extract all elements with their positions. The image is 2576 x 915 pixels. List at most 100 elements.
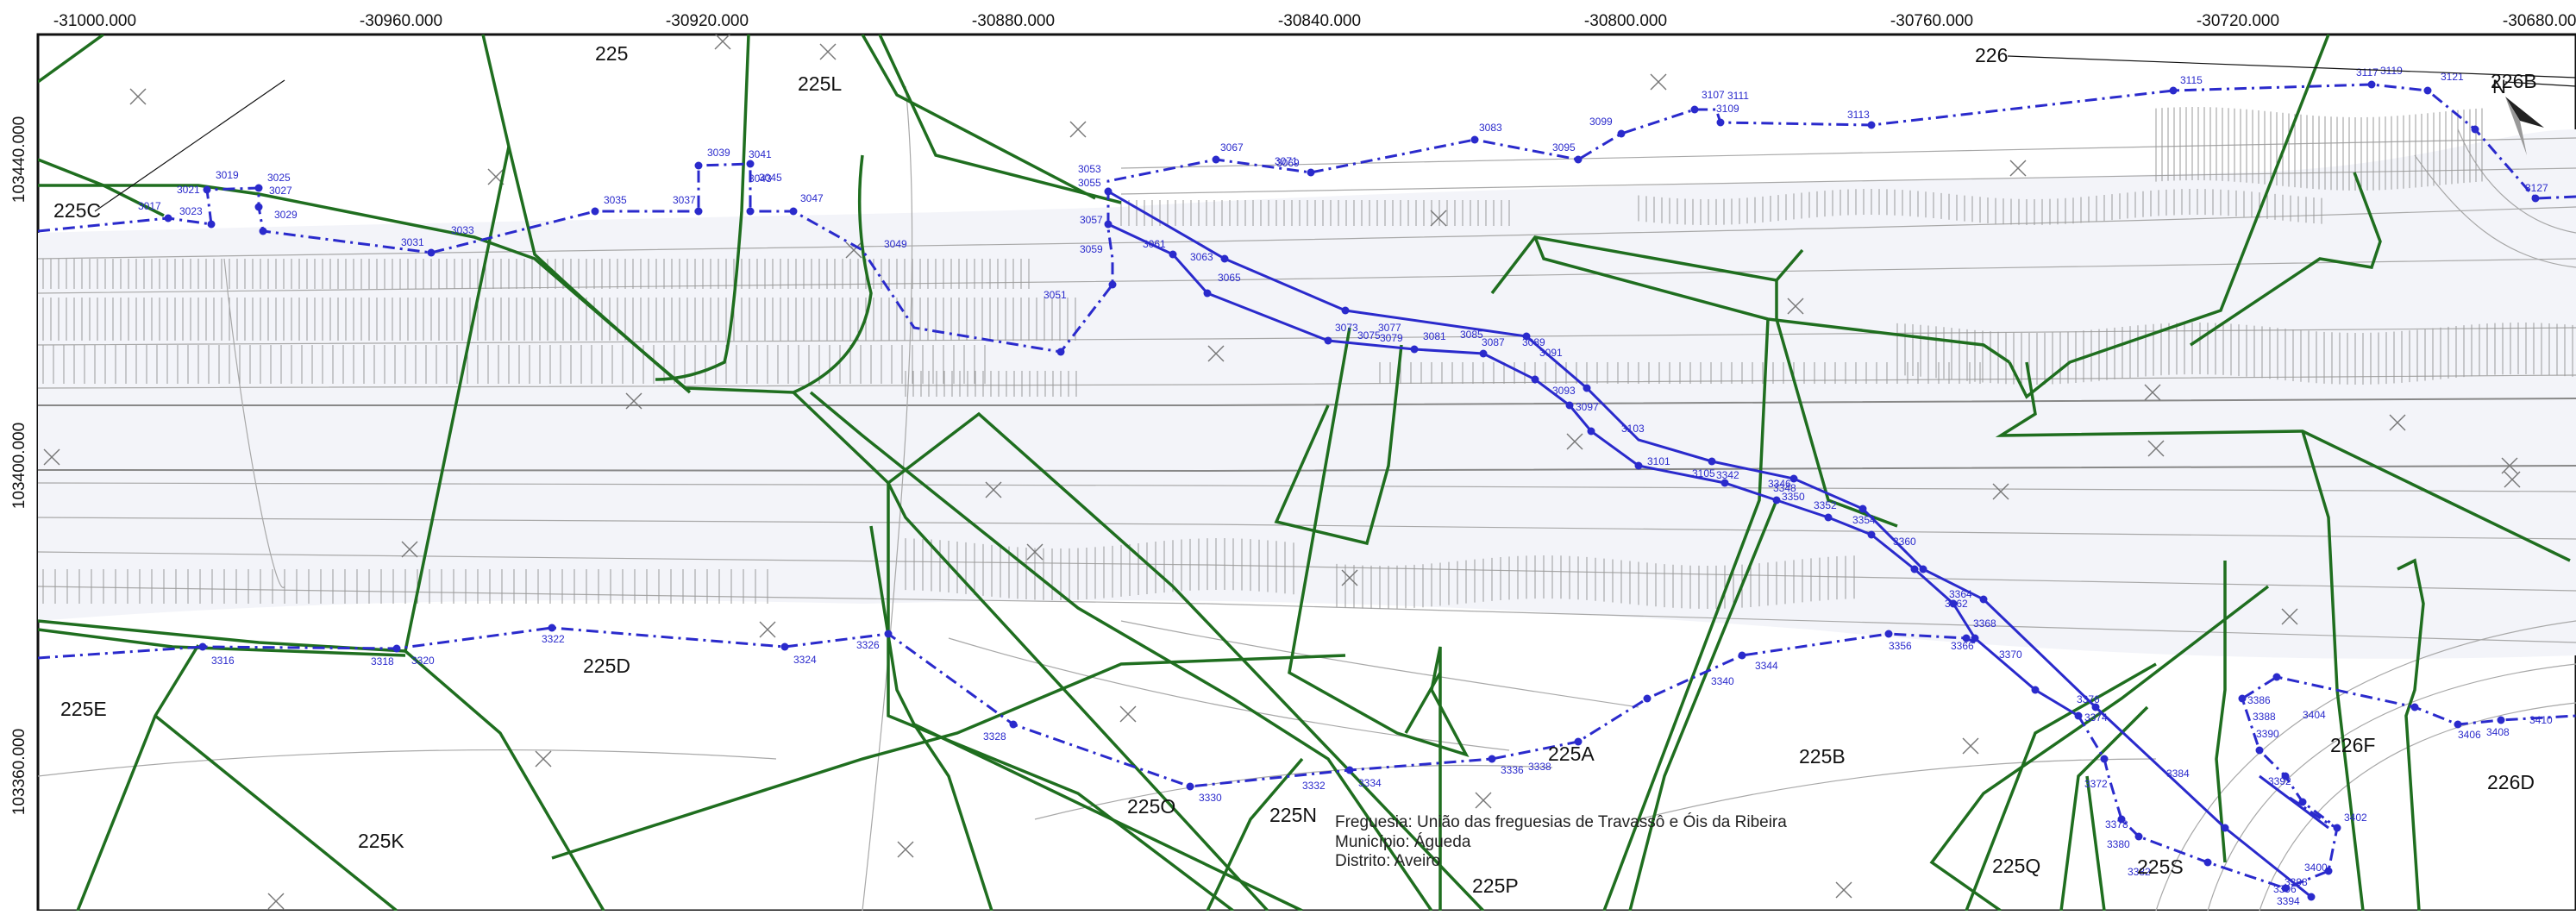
point-label: 3059 [1080, 243, 1103, 255]
survey-point-marker [1690, 105, 1699, 114]
point-label: 3055 [1078, 177, 1101, 189]
point-label: 3099 [1589, 116, 1613, 128]
y-tick-label: 103440.000 [10, 116, 28, 203]
point-label: 3127 [2525, 182, 2548, 194]
survey-points [164, 80, 2540, 901]
point-label: 3103 [1621, 423, 1645, 435]
point-label: 3121 [2441, 71, 2464, 83]
point-label: 3021 [177, 184, 200, 196]
point-label: 3085 [1460, 329, 1483, 341]
leader-lines [94, 55, 2576, 212]
parcel-label: 225Q [1992, 855, 2040, 877]
survey-point-marker [2454, 720, 2462, 729]
survey-point-marker [2410, 703, 2419, 711]
point-label: 3093 [1552, 385, 1576, 397]
parcel-label: 225K [358, 830, 404, 852]
point-label: 3378 [2105, 818, 2128, 830]
parcel-label: 226 [1975, 44, 2008, 66]
survey-point-marker [1587, 427, 1595, 436]
point-label: 3404 [2303, 709, 2326, 721]
x-tick-label: -30840.000 [1278, 12, 1361, 30]
point-label: 3079 [1380, 332, 1403, 344]
survey-point-marker [1716, 118, 1725, 127]
north-arrow: N [2492, 76, 2544, 155]
parcel-label: 225B [1799, 745, 1846, 768]
survey-point-marker [2307, 893, 2316, 901]
survey-point-marker [2221, 824, 2229, 832]
survey-point-marker [254, 184, 263, 192]
point-label: 3328 [983, 730, 1006, 743]
point-label: 3380 [2107, 838, 2130, 850]
location-info: Freguesia: União das freguesias de Trava… [1335, 812, 1787, 870]
point-label: 3350 [1782, 491, 1805, 503]
point-label: 3029 [274, 209, 298, 221]
survey-point-marker [2281, 884, 2290, 893]
survey-point-marker [2531, 194, 2540, 203]
point-label: 3386 [2247, 694, 2271, 706]
survey-point-marker [1867, 530, 1876, 539]
point-label: 3338 [1528, 761, 1551, 773]
survey-point-marker [2471, 125, 2479, 134]
parcel-labels: 225 225L 226 226B 225C 225D 225E 225K 225O 225N 22… [53, 42, 2537, 897]
point-label: 3318 [371, 655, 394, 667]
point-label: 3336 [1501, 764, 1524, 776]
parcel-label: 225P [1472, 874, 1519, 897]
parcel-label: 225 [595, 42, 628, 65]
survey-point-marker [1104, 220, 1113, 229]
point-label: 3354 [1852, 514, 1876, 526]
survey-point-marker [1345, 766, 1354, 774]
survey-point-marker [780, 642, 789, 651]
survey-point-marker [591, 207, 599, 216]
survey-point-marker [1186, 782, 1194, 791]
point-label: 3352 [1814, 499, 1837, 511]
point-label: 3344 [1755, 660, 1778, 672]
point-label: 3065 [1218, 272, 1241, 284]
survey-point-marker [1919, 565, 1927, 573]
north-letter: N [2492, 76, 2506, 97]
survey-point-marker [1720, 479, 1729, 487]
survey-point-marker [694, 161, 703, 170]
survey-point-marker [1789, 474, 1798, 483]
survey-point-marker [789, 207, 798, 216]
survey-point-marker [1910, 565, 1919, 573]
survey-point-marker [1531, 375, 1539, 384]
point-label: 3083 [1479, 122, 1502, 134]
point-label: 3101 [1647, 455, 1670, 467]
point-label: 3039 [707, 147, 730, 159]
point-label: 3360 [1893, 536, 1916, 548]
point-label: 3382 [2128, 866, 2151, 878]
point-label: 3370 [1999, 649, 2022, 661]
point-label: 3392 [2268, 775, 2291, 787]
point-label: 3049 [884, 238, 907, 250]
point-label: 3095 [1552, 141, 1576, 154]
survey-point-marker [259, 227, 267, 235]
point-label: 3053 [1078, 163, 1101, 175]
survey-point-marker [1643, 694, 1652, 703]
point-label: 3043 [749, 172, 772, 185]
survey-point-marker [1971, 634, 1979, 642]
point-label: 3406 [2458, 729, 2481, 741]
parcel-label: 225N [1269, 804, 1317, 826]
point-label: 3334 [1358, 777, 1382, 789]
survey-point-marker [1858, 505, 1867, 513]
point-label: 3356 [1889, 640, 1912, 652]
survey-point-marker [1708, 457, 1716, 466]
point-label: 3400 [2304, 862, 2328, 874]
point-label: 3408 [2486, 726, 2510, 738]
survey-point-marker [2238, 694, 2247, 703]
survey-point-marker [1203, 289, 1212, 298]
survey-point-marker [2324, 867, 2333, 875]
point-label: 3071 [1275, 155, 1298, 167]
survey-point-marker [1738, 651, 1746, 660]
point-label: 3111 [1727, 90, 1749, 102]
point-label: 3017 [138, 200, 161, 212]
survey-point-marker [1488, 755, 1496, 763]
x-tick-label: -31000.000 [53, 12, 136, 30]
x-tick-label: -30720.000 [2197, 12, 2279, 30]
survey-point-marker [2272, 673, 2281, 681]
parcel-label: 225L [798, 72, 842, 95]
survey-point-marker [427, 248, 436, 257]
parcel-label: 225S [2137, 855, 2184, 878]
survey-point-marker [548, 624, 556, 632]
